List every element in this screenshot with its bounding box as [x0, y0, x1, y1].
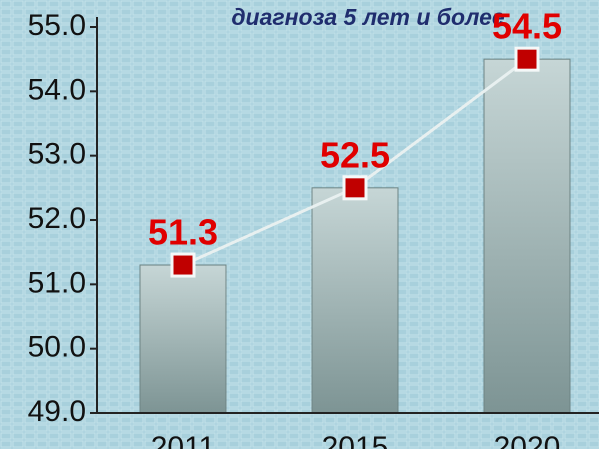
- bar: [311, 187, 399, 414]
- y-tick-label: 53.0: [28, 138, 86, 171]
- data-label: 52.5: [320, 134, 390, 175]
- bar: [139, 264, 227, 414]
- bar: [483, 58, 571, 414]
- y-tick-label: 54.0: [28, 73, 86, 106]
- y-tick-label: 51.0: [28, 266, 86, 299]
- marker: [342, 175, 368, 201]
- marker: [514, 46, 540, 72]
- y-tick-label: 49.0: [28, 395, 86, 428]
- y-tick-label: 50.0: [28, 331, 86, 364]
- y-tick-label: 55.0: [28, 9, 86, 42]
- y-tick-label: 52.0: [28, 202, 86, 235]
- x-tick-label: 2011: [151, 431, 216, 449]
- marker: [170, 252, 196, 278]
- chart-title: диагноза 5 лет и более: [231, 4, 505, 30]
- x-tick-label: 2020: [494, 431, 561, 449]
- data-label: 54.5: [492, 6, 562, 47]
- data-label: 51.3: [148, 212, 218, 253]
- x-tick-label: 2015: [322, 431, 389, 449]
